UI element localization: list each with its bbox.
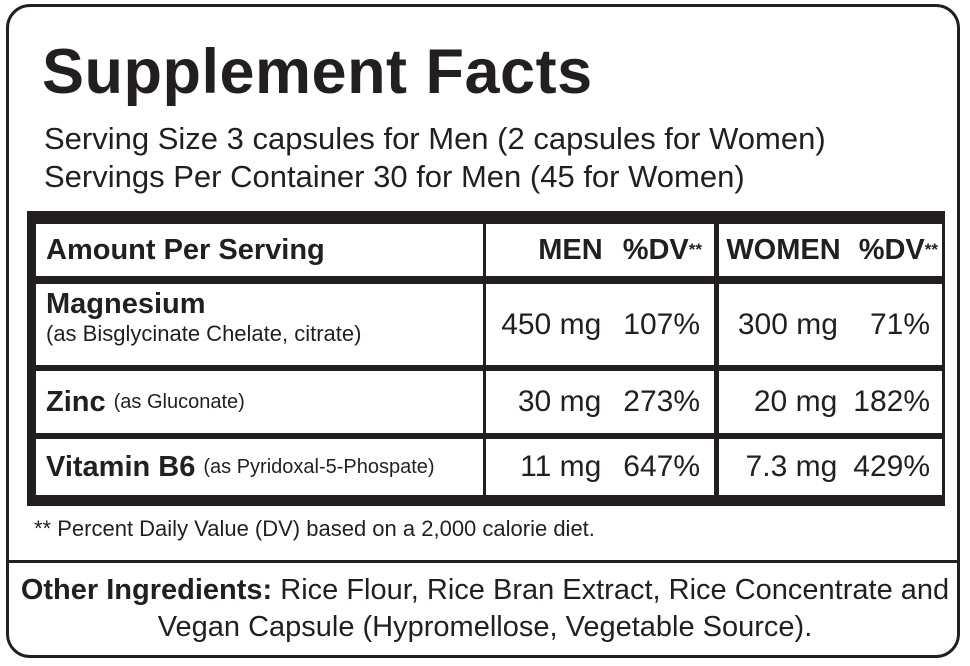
men-dv: 273% xyxy=(623,385,700,418)
header-men-cell: MEN %DV ** xyxy=(486,224,714,276)
nutrient-name: Vitamin B6 xyxy=(46,450,196,483)
header-women-cell: WOMEN %DV ** xyxy=(719,224,942,276)
table-row-men-cell: 450 mg 107% xyxy=(486,284,714,365)
supplement-facts-label xyxy=(6,4,960,658)
table-row-men-cell: 30 mg 273% xyxy=(486,371,714,433)
table-row-name-cell: Magnesium (as Bisglycinate Chelate, citr… xyxy=(36,284,483,365)
header-men-label: MEN xyxy=(538,233,603,266)
nutrient-source: (as Pyridoxal-5-Phospate) xyxy=(203,455,435,478)
divider xyxy=(7,560,960,563)
nutrient-name: Zinc xyxy=(46,385,106,418)
nutrient-source: (as Bisglycinate Chelate, citrate) xyxy=(46,321,362,346)
women-dv: 182% xyxy=(853,385,930,418)
table-row-women-cell: 300 mg 71% xyxy=(719,284,942,365)
other-ingredients-text: Rice Flour, Rice Bran Extract, Rice Conc… xyxy=(157,574,950,643)
women-amount: 20 mg xyxy=(753,385,838,418)
men-amount: 30 mg xyxy=(517,385,602,418)
table-row-name-cell: Vitamin B6 (as Pyridoxal-5-Phospate) xyxy=(36,439,483,495)
servings-per-container: Servings Per Container 30 for Men (45 fo… xyxy=(44,159,745,194)
serving-size: Serving Size 3 capsules for Men (2 capsu… xyxy=(44,121,826,156)
header-amount-cell: Amount Per Serving xyxy=(36,224,483,276)
facts-table: Amount Per Serving MEN %DV ** WOMEN %DV **… xyxy=(27,211,945,506)
other-ingredients-label: Other Ingredients: xyxy=(20,574,273,606)
table-row-name-cell: Zinc (as Gluconate) xyxy=(36,371,483,433)
other-ingredients: Other Ingredients: Rice Flour, Rice Bran… xyxy=(6,572,964,646)
header-amount-label: Amount Per Serving xyxy=(46,233,325,266)
women-dv: 71% xyxy=(869,307,930,341)
header-women-dv-label: %DV xyxy=(858,233,925,266)
page-title: Supplement Facts xyxy=(42,37,593,107)
women-amount: 300 mg xyxy=(737,307,838,341)
men-dv: 647% xyxy=(623,450,700,483)
header-men-dv-label: %DV xyxy=(622,233,689,266)
header-women-label: WOMEN xyxy=(726,233,841,266)
nutrient-source: (as Gluconate) xyxy=(113,390,245,413)
table-row-women-cell: 20 mg 182% xyxy=(719,371,942,433)
men-dv: 107% xyxy=(623,307,700,341)
nutrient-name: Magnesium xyxy=(46,288,206,320)
serving-info: Serving Size 3 capsules for Men (2 capsu… xyxy=(44,120,826,196)
men-amount: 450 mg xyxy=(501,307,602,341)
men-amount: 11 mg xyxy=(520,450,602,483)
table-row-women-cell: 7.3 mg 429% xyxy=(719,439,942,495)
women-amount: 7.3 mg xyxy=(745,450,838,483)
dv-footnote: ** Percent Daily Value (DV) based on a 2… xyxy=(34,516,595,541)
table-row-men-cell: 11 mg 647% xyxy=(486,439,714,495)
women-dv: 429% xyxy=(853,450,930,483)
